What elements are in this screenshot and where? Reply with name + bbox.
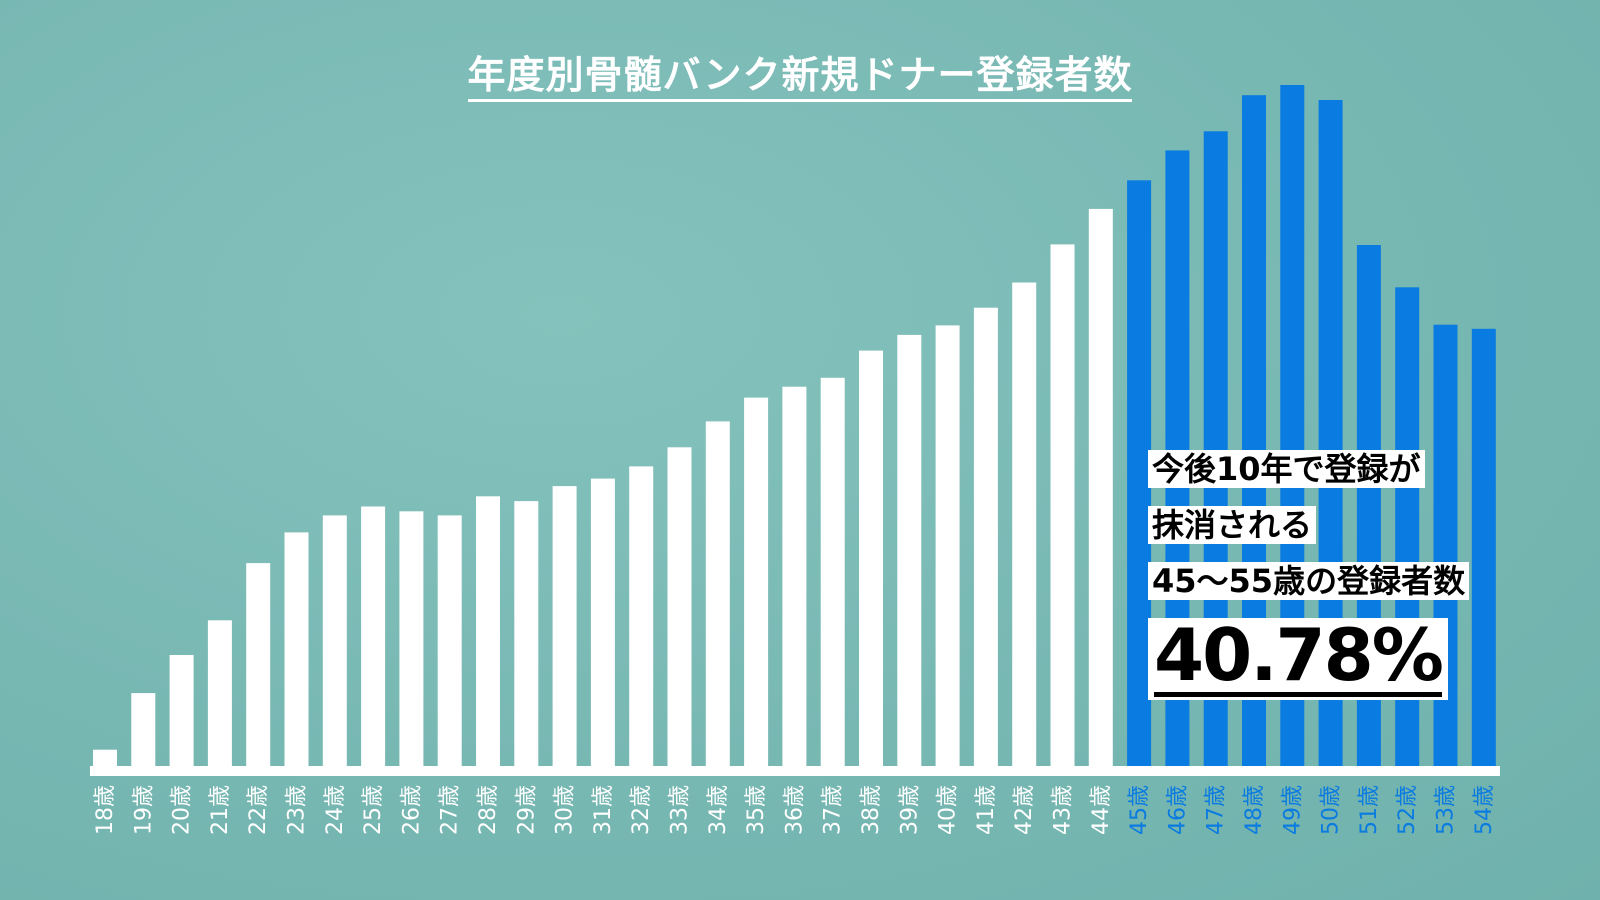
- x-tick-label: 50歳: [1319, 785, 1344, 835]
- bar-36歳: [782, 386, 807, 766]
- callout-percent: 40.78%: [1154, 613, 1444, 697]
- x-tick-label: 23歳: [285, 785, 310, 835]
- x-tick-label: 35歳: [744, 785, 769, 835]
- x-tick-label: 27歳: [438, 785, 463, 835]
- bar-41歳: [973, 307, 998, 766]
- x-tick-label: 22歳: [246, 785, 271, 835]
- bar-39歳: [897, 334, 922, 766]
- bar-28歳: [476, 496, 500, 766]
- bar-26歳: [399, 511, 424, 766]
- x-tick-label: 49歳: [1280, 785, 1305, 835]
- x-tick-label: 21歳: [208, 785, 233, 835]
- x-tick-label: 53歳: [1434, 785, 1459, 835]
- bar-27歳: [437, 515, 462, 766]
- x-tick-label: 33歳: [668, 785, 693, 835]
- bar-40歳: [935, 325, 960, 766]
- callout-box: 今後10年で登録が 抹消される 45～55歳の登録者数 40.78%: [1148, 450, 1470, 700]
- x-tick-label: 41歳: [974, 785, 999, 835]
- bar-30歳: [552, 486, 577, 766]
- x-tick-label: 38歳: [859, 785, 884, 835]
- bar-22歳: [246, 563, 271, 766]
- bar-24歳: [322, 515, 347, 766]
- bar-35歳: [744, 397, 769, 766]
- x-tick-label: 48歳: [1242, 785, 1267, 835]
- bar-43歳: [1050, 244, 1075, 766]
- x-tick-label: 34歳: [706, 785, 731, 835]
- x-tick-label: 20歳: [170, 785, 195, 835]
- bar-31歳: [590, 478, 615, 766]
- x-tick-label: 52歳: [1395, 785, 1420, 835]
- x-tick-label: 47歳: [1204, 785, 1229, 835]
- callout-line-3: 45～55歳の登録者数: [1148, 562, 1470, 600]
- x-tick-label: 45歳: [1127, 785, 1152, 835]
- bar-21歳: [207, 620, 232, 766]
- bar-33歳: [667, 447, 692, 766]
- bar-37歳: [820, 377, 845, 766]
- x-tick-label: 29歳: [514, 785, 539, 835]
- x-tick-label: 31歳: [591, 785, 616, 835]
- chart-title: 年度別骨髄バンク新規ドナー登録者数: [0, 44, 1600, 102]
- bar-18歳: [93, 749, 117, 766]
- x-tick-labels: 18歳 19歳 20歳 21歳 22歳 23歳 24歳 25歳 26歳 27歳 28歳 29歳 30歳 3…: [93, 785, 1497, 835]
- bar-25歳: [361, 506, 386, 766]
- x-tick-label: 37歳: [821, 785, 846, 835]
- bar-32歳: [629, 466, 654, 766]
- bar-42歳: [1012, 282, 1037, 766]
- bar-19歳: [131, 693, 156, 766]
- bar-29歳: [514, 501, 539, 766]
- x-tick-label: 19歳: [131, 785, 156, 835]
- x-tick-label: 42歳: [1012, 785, 1037, 835]
- x-tick-label: 18歳: [93, 785, 118, 835]
- callout-line-2: 抹消される: [1148, 506, 1317, 544]
- bar-20歳: [169, 655, 194, 766]
- x-tick-label: 40歳: [936, 785, 961, 835]
- x-tick-label: 28歳: [476, 785, 501, 835]
- x-tick-label: 43歳: [1051, 785, 1076, 835]
- x-tick-label: 51歳: [1357, 785, 1382, 835]
- x-tick-label: 24歳: [323, 785, 348, 835]
- x-tick-label: 26歳: [399, 785, 424, 835]
- x-axis-baseline: [90, 766, 1500, 776]
- x-tick-label: 39歳: [897, 785, 922, 835]
- x-tick-label: 44歳: [1089, 785, 1114, 835]
- bar-45歳: [1127, 180, 1152, 767]
- x-tick-label: 36歳: [782, 785, 807, 835]
- bar-23歳: [284, 532, 309, 766]
- x-tick-label: 30歳: [553, 785, 578, 835]
- x-tick-label: 25歳: [361, 785, 386, 835]
- bar-54歳: [1471, 328, 1496, 766]
- x-tick-label: 32歳: [629, 785, 654, 835]
- bar-38歳: [859, 350, 883, 766]
- callout-percent-box: 40.78%: [1148, 618, 1448, 700]
- bar-44歳: [1088, 208, 1113, 766]
- x-tick-label: 46歳: [1165, 785, 1190, 835]
- x-tick-label: 54歳: [1472, 785, 1497, 835]
- chart-title-text: 年度別骨髄バンク新規ドナー登録者数: [467, 53, 1133, 102]
- callout-line-1: 今後10年で登録が: [1148, 450, 1425, 488]
- bar-34歳: [705, 421, 730, 766]
